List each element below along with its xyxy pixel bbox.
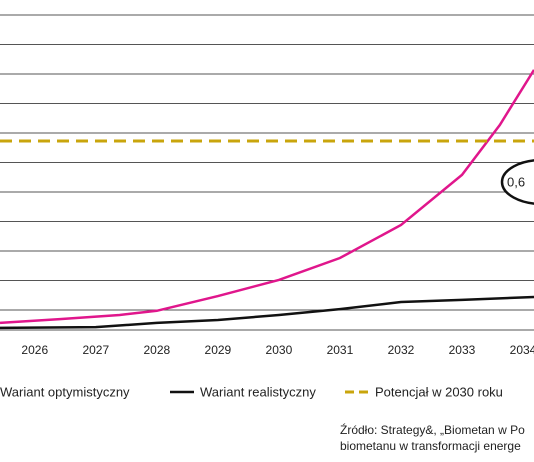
x-tick-label: 2033: [449, 343, 476, 357]
x-tick-label: 2034: [510, 343, 534, 357]
grid: 2026 2027 2028 2029 2030 2031 2032 2033 2034: [0, 14, 534, 357]
x-tick-label: 2028: [143, 343, 170, 357]
legend-label: Wariant optymistyczny: [0, 384, 130, 399]
x-tick-label: 2029: [205, 343, 232, 357]
source-line: Źródło: Strategy&, „Biometan w Po: [340, 422, 525, 437]
legend: Wariant optymistyczny Wariant realistyczn…: [0, 384, 503, 399]
x-tick-label: 2032: [388, 343, 415, 357]
series-line: [0, 295, 534, 330]
series-line: [0, 69, 534, 325]
annotation-ellipse: [500, 159, 534, 205]
legend-label: Wariant realistyczny: [200, 384, 316, 399]
x-tick-label: 2031: [327, 343, 354, 357]
x-tick-label: 2030: [266, 343, 293, 357]
lines: [0, 69, 534, 330]
legend-label: Potencjał w 2030 roku: [375, 384, 503, 399]
x-tick-label: 2026: [21, 343, 48, 357]
source-line: biometanu w transformacji energe: [340, 439, 521, 453]
x-tick-label: 2027: [82, 343, 109, 357]
annotation: 0,6: [507, 174, 525, 189]
